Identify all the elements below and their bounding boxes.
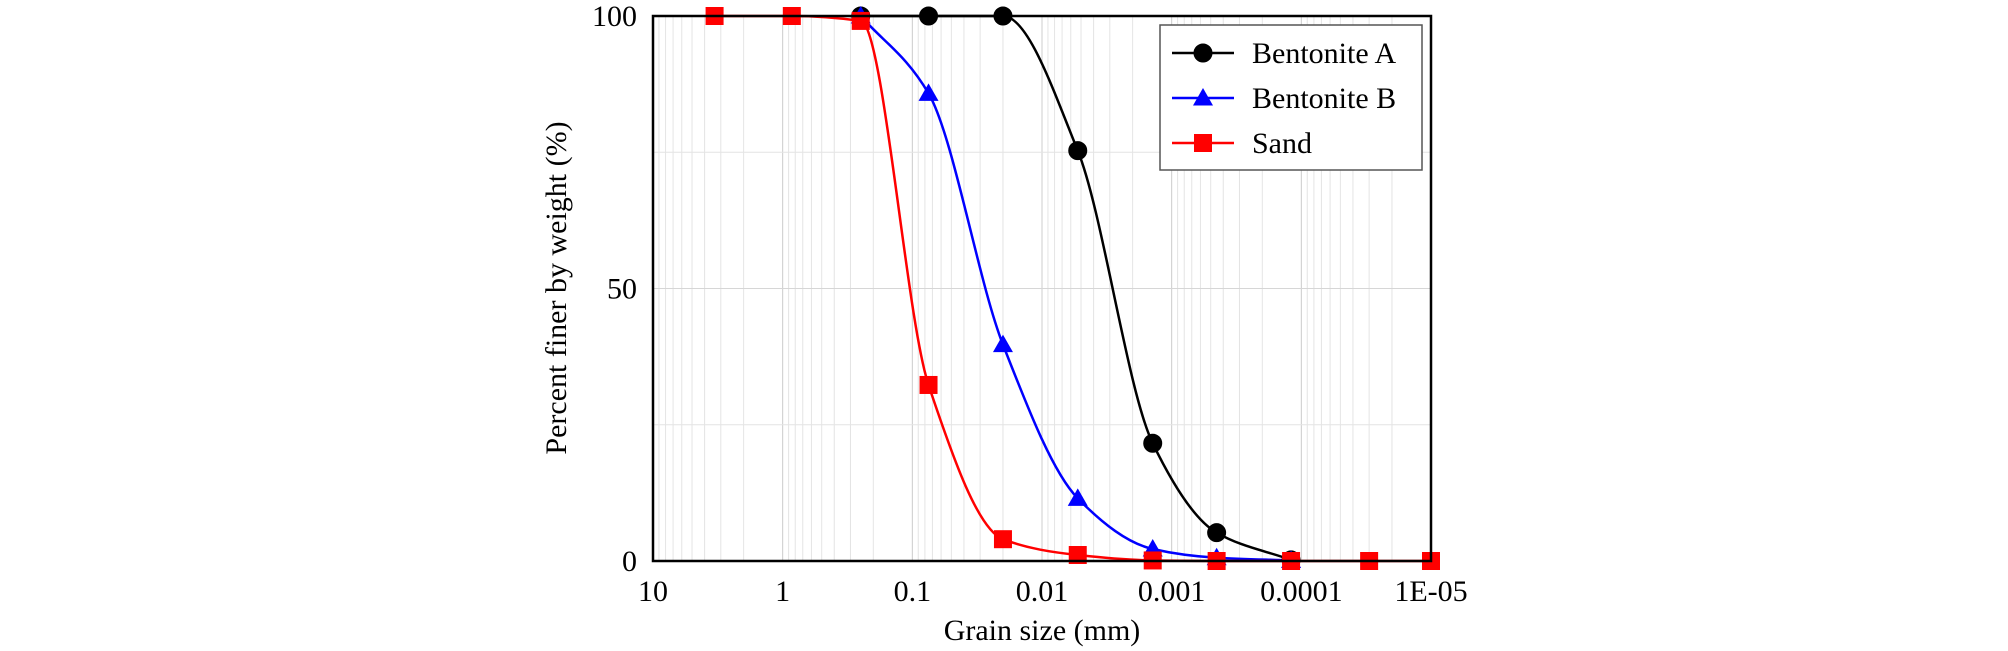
- bentonite-b-point: [1067, 488, 1088, 506]
- x-tick-label: 0.0001: [1260, 575, 1343, 608]
- bentonite-a-point: [1143, 433, 1163, 453]
- legend: Bentonite A Bentonite B Sand: [1159, 24, 1423, 171]
- y-tick-label: 0: [622, 545, 637, 578]
- bentonite-b-point: [918, 83, 939, 101]
- bentonite-a-point: [1207, 523, 1227, 543]
- bentonite-a-legend-marker: [1193, 43, 1213, 63]
- bentonite-a-point: [1068, 141, 1088, 161]
- y-tick-label: 50: [607, 273, 637, 306]
- grid-layer: [653, 16, 1432, 561]
- sand-legend-label: Sand: [1252, 127, 1312, 160]
- sand-point: [1068, 546, 1087, 565]
- legend-entries: Bentonite A Bentonite B Sand: [1172, 37, 1396, 160]
- x-tick-label: 1: [775, 575, 790, 608]
- bentonite-a-legend-label: Bentonite A: [1252, 37, 1396, 70]
- x-tick-label: 10: [638, 575, 668, 608]
- x-tick-label: 0.1: [894, 575, 932, 608]
- y-tick-label: 100: [592, 0, 637, 33]
- x-tick-label: 1E-05: [1394, 575, 1467, 608]
- x-tick-label: 0.01: [1016, 575, 1069, 608]
- bentonite-b-legend-marker: [1193, 88, 1213, 106]
- sand-point: [993, 530, 1012, 549]
- bentonite-b-point: [992, 334, 1013, 353]
- tick-labels: 10 1 0.1 0.01 0.001 0.0001 1E-05 0 50 100: [592, 0, 1468, 608]
- bentonite-b-legend-label: Bentonite B: [1252, 82, 1396, 115]
- x-tick-label: 0.001: [1138, 575, 1206, 608]
- sand-point: [919, 375, 938, 394]
- y-axis-label: Percent finer by weight (%): [540, 121, 573, 454]
- x-axis-label: Grain size (mm): [944, 614, 1141, 647]
- plot-frame: [651, 14, 1433, 563]
- sand-legend-marker: [1194, 134, 1212, 152]
- sand-point: [851, 11, 870, 30]
